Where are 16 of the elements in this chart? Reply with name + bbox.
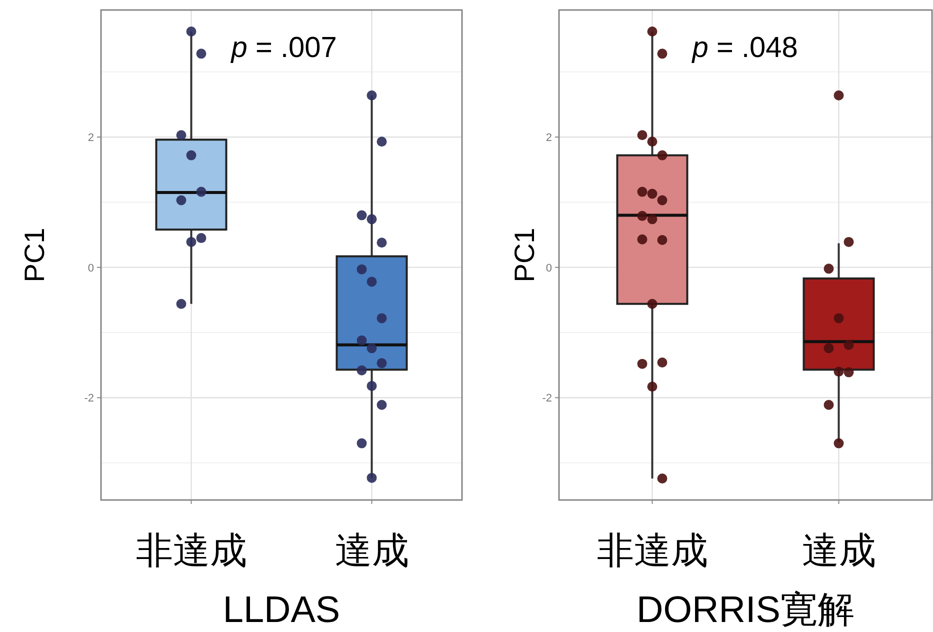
annotation: p = .048 (691, 32, 798, 64)
y-axis-title: PC1 (509, 228, 540, 282)
y-tick-label: 2 (546, 132, 552, 144)
x-tick-label: 非達成 (596, 530, 708, 571)
y-tick-label: 0 (546, 262, 552, 274)
x-axis-title: LLDAS (222, 589, 340, 630)
x-tick-label: 非達成 (136, 530, 247, 571)
y-tick-label: -2 (84, 392, 94, 405)
x-tick-label: 達成 (334, 530, 409, 571)
y-axis-title: PC1 (19, 228, 50, 282)
y-tick-label: 2 (88, 132, 94, 144)
y-tick-label: 0 (88, 262, 94, 274)
x-axis-title: DORRIS寛解 (636, 589, 854, 630)
y-tick-label: -2 (542, 392, 552, 405)
x-tick-label: 達成 (802, 530, 876, 571)
annotation: p = .007 (230, 32, 337, 64)
